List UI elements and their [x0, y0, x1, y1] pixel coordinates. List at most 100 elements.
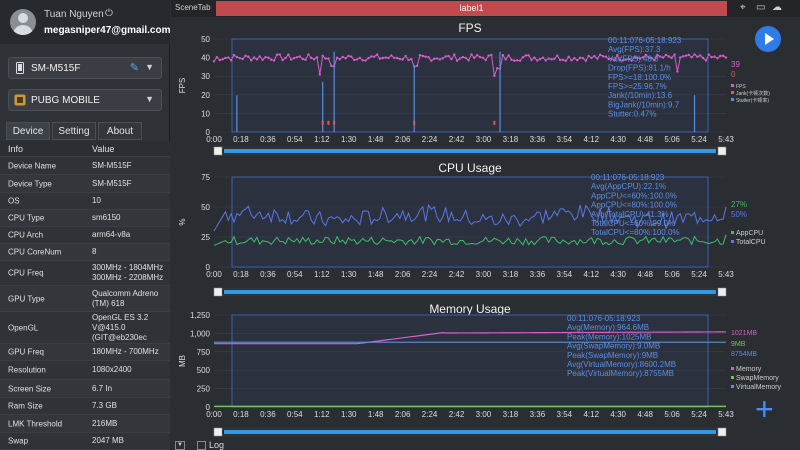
folder-icon[interactable]: ▭ [756, 2, 766, 13]
phone-icon [16, 62, 24, 74]
scene-tab[interactable]: SceneTab [175, 3, 211, 12]
log-checkbox[interactable] [197, 441, 206, 450]
cloud-icon[interactable]: ☁ [772, 2, 782, 13]
table-row: LMK Threshold 216MB [0, 415, 170, 433]
x-tick-label: 2:24 [422, 410, 438, 419]
x-tick-label: 4:12 [583, 410, 599, 419]
row-value: 6.7 In [92, 383, 113, 393]
fps-point [315, 56, 319, 59]
fps-point [284, 56, 287, 60]
fps-point [547, 57, 550, 60]
add-button[interactable]: + [755, 391, 774, 427]
fps-point [415, 64, 419, 68]
fps-point [664, 53, 668, 57]
collapse-icon[interactable]: ▼ [175, 441, 185, 450]
chart-title: CPU Usage [438, 161, 502, 175]
device-select[interactable]: SM-M515F ✎ ▼ [8, 57, 162, 79]
y-tick-label: 0 [206, 128, 211, 137]
fps-point [659, 55, 662, 58]
x-tick-label: 5:43 [718, 270, 734, 279]
table-row: Screen Size 6.7 In [0, 380, 170, 398]
fps-point [298, 55, 302, 58]
fps-point [618, 59, 622, 62]
app-cpu-final-label: 27% [731, 200, 747, 209]
location-icon[interactable]: ⌖ [740, 2, 746, 13]
chart-title: FPS [458, 21, 481, 35]
row-key: Device Name [8, 161, 57, 170]
fps-point [252, 56, 256, 59]
row-key: Resolution [8, 365, 46, 375]
x-tick-label: 3:36 [530, 135, 546, 144]
fps-point [410, 57, 413, 61]
x-tick-label: 3:00 [476, 270, 492, 279]
stats-line: Stutter:0.47% [608, 110, 656, 119]
fps-point [381, 56, 384, 60]
row-key: Screen Size [8, 384, 52, 393]
fps-point [261, 58, 264, 62]
x-tick-label: 3:54 [557, 270, 573, 279]
edit-icon[interactable]: ✎ [129, 62, 139, 74]
x-tick-label: 3:36 [530, 410, 546, 419]
fps-point [241, 57, 244, 61]
fps-point [490, 53, 493, 57]
fps-point [335, 56, 339, 59]
x-tick-label: 5:24 [691, 270, 707, 279]
fps-point [212, 60, 216, 63]
fps-point [521, 56, 525, 59]
fps-point [501, 53, 505, 57]
y-tick-label: 10 [201, 109, 210, 118]
x-tick-label: 2:42 [449, 410, 465, 419]
fps-point [470, 53, 473, 56]
fps-point [670, 56, 673, 60]
play-button[interactable] [755, 26, 781, 52]
time-scrollbar[interactable] [213, 427, 727, 437]
fps-point [378, 57, 382, 60]
fps-point [673, 53, 676, 56]
fps-point [690, 56, 693, 59]
tab-about[interactable]: About [98, 122, 142, 140]
app-select[interactable]: PUBG MOBILE ▼ [8, 89, 162, 111]
row-value: 2047 MB [92, 436, 125, 445]
chart-title: Memory Usage [429, 302, 511, 316]
fps-point [455, 59, 459, 63]
fps-point [527, 54, 530, 57]
legend-swatch [731, 84, 734, 87]
fps-point [724, 56, 728, 59]
fps-point [536, 59, 539, 62]
fps-point [679, 56, 682, 59]
fps-point [430, 59, 433, 62]
fps-point [218, 58, 221, 62]
x-tick-label: 1:30 [341, 410, 357, 419]
time-scrollbar[interactable] [213, 287, 727, 297]
fps-point [421, 54, 425, 58]
x-tick-label: 2:42 [449, 135, 465, 144]
scrollbar-handle-right [717, 287, 727, 297]
legend-swatch [731, 231, 734, 234]
fps-point [513, 59, 516, 62]
time-scrollbar[interactable] [213, 146, 727, 156]
fps-point [561, 58, 565, 61]
tab-device[interactable]: Device [6, 122, 50, 140]
x-tick-label: 5:06 [664, 135, 680, 144]
table-row: GPU Type Qualcomm Adreno (TM) 618 [0, 286, 170, 312]
fps-point [713, 55, 716, 58]
user-email: megasniper47@gmail.com [44, 25, 171, 36]
row-key: LMK Threshold [8, 419, 63, 428]
fps-point [264, 56, 267, 59]
avatar[interactable] [10, 9, 36, 35]
y-tick-label: 30 [201, 72, 210, 81]
scene-label[interactable]: label1 [216, 1, 727, 16]
table-row: CPU Type sm6150 [0, 210, 170, 227]
row-value: SM-M515F [92, 178, 132, 188]
stats-line: Avg(AppCPU):22.1% [591, 182, 666, 191]
x-tick-label: 4:30 [610, 270, 626, 279]
legend-swatch [731, 91, 734, 94]
x-tick-label: 0:36 [260, 270, 276, 279]
fps-point [633, 55, 636, 59]
tab-setting[interactable]: Setting [52, 122, 96, 140]
power-icon[interactable]: ⏻ [105, 8, 113, 19]
app-cpu-line [213, 234, 727, 246]
y-axis-label: MB [178, 355, 187, 367]
fps-point [464, 56, 467, 60]
fps-point [292, 56, 296, 60]
